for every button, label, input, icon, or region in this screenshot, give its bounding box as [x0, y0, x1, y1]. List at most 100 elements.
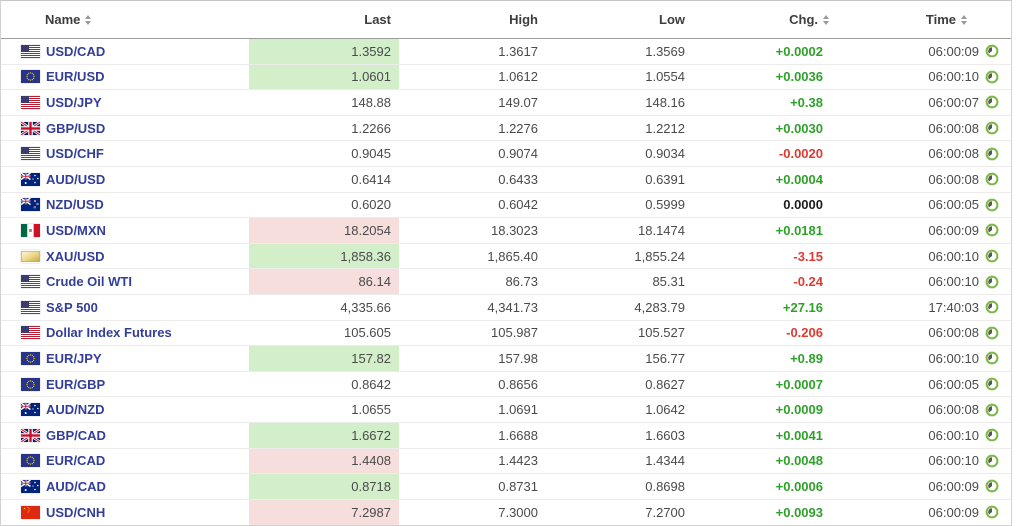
low-value: 85.31 [652, 274, 685, 290]
instrument-link[interactable]: Crude Oil WTI [46, 274, 132, 290]
table-row: AUD/NZD 1.0655 1.0691 1.0642 +0.0009 06:… [1, 397, 1011, 423]
column-label-chg: Chg. [789, 12, 818, 27]
change-value: +0.0036 [775, 69, 823, 85]
eu-flag [21, 377, 40, 391]
last-value: 4,335.66 [340, 299, 391, 315]
time-value: 06:00:05 [928, 376, 979, 392]
time-cell: 17:40:03 [836, 295, 1011, 320]
change-value: +0.38 [790, 94, 823, 110]
time-cell: 06:00:09 [836, 39, 1011, 64]
australia-flag [21, 172, 40, 186]
instrument-link[interactable]: XAU/USD [46, 248, 105, 264]
high-value: 105.987 [491, 325, 538, 341]
high-value: 18.3023 [491, 222, 538, 238]
low-value: 0.9034 [645, 146, 685, 162]
time-cell: 06:00:05 [836, 372, 1011, 397]
change-value: +0.0181 [775, 222, 823, 238]
instrument-link[interactable]: EUR/USD [46, 69, 105, 85]
low-value: 1.0642 [645, 402, 685, 418]
low-value: 0.5999 [645, 197, 685, 213]
column-label-last: Last [364, 12, 391, 27]
low-value: 148.16 [645, 94, 685, 110]
last-value: 148.88 [351, 94, 391, 110]
instrument-cell: Dollar Index Futures [1, 321, 249, 346]
change-value: +0.0093 [775, 504, 823, 520]
time-value: 06:00:08 [928, 146, 979, 162]
instrument-link[interactable]: EUR/CAD [46, 453, 106, 469]
instrument-link[interactable]: S&P 500 [46, 299, 98, 315]
clock-icon [985, 505, 999, 519]
mexico-flag [21, 223, 40, 237]
time-value: 06:00:10 [928, 427, 979, 443]
instrument-link[interactable]: USD/CNH [46, 504, 106, 520]
time-cell: 06:00:08 [836, 167, 1011, 192]
instrument-link[interactable]: NZD/USD [46, 197, 104, 213]
new-zealand-flag [21, 198, 40, 212]
low-value: 1.6603 [645, 427, 685, 443]
change-value: +0.89 [790, 350, 823, 366]
table-row: USD/CAD 1.3592 1.3617 1.3569 +0.0002 06:… [1, 39, 1011, 65]
clock-icon [985, 377, 999, 391]
us-flag [21, 147, 40, 161]
instrument-link[interactable]: AUD/USD [46, 171, 106, 187]
high-value: 1.2276 [498, 120, 538, 136]
instrument-link[interactable]: Dollar Index Futures [46, 325, 172, 341]
change-value: +0.0006 [775, 478, 823, 494]
instrument-link[interactable]: EUR/JPY [46, 350, 102, 366]
clock-icon [985, 70, 999, 84]
time-cell: 06:00:10 [836, 65, 1011, 90]
time-cell: 06:00:10 [836, 269, 1011, 294]
time-cell: 06:00:09 [836, 474, 1011, 499]
high-value: 1.0691 [498, 402, 538, 418]
instrument-link[interactable]: EUR/GBP [46, 376, 106, 392]
clock-icon [985, 275, 999, 289]
clock-icon [985, 249, 999, 263]
low-value: 105.527 [638, 325, 685, 341]
clock-icon [985, 454, 999, 468]
time-value: 06:00:09 [928, 43, 979, 59]
column-label-low: Low [659, 12, 685, 27]
china-flag [21, 505, 40, 519]
table-row: AUD/USD 0.6414 0.6433 0.6391 +0.0004 06:… [1, 167, 1011, 193]
column-header-name[interactable]: Name [1, 12, 249, 27]
change-value: +27.16 [782, 299, 823, 315]
clock-icon [985, 403, 999, 417]
instrument-cell: AUD/CAD [1, 474, 249, 499]
low-value: 0.8698 [645, 478, 685, 494]
last-value: 1.3592 [249, 39, 399, 64]
time-value: 06:00:10 [928, 350, 979, 366]
instrument-cell: USD/CNH [1, 500, 249, 526]
table-row: NZD/USD 0.6020 0.6042 0.5999 0.0000 06:0… [1, 193, 1011, 219]
table-row: GBP/USD 1.2266 1.2276 1.2212 +0.0030 06:… [1, 116, 1011, 142]
time-cell: 06:00:10 [836, 244, 1011, 269]
instrument-link[interactable]: GBP/CAD [46, 427, 106, 443]
instrument-link[interactable]: USD/CAD [46, 43, 106, 59]
eu-flag [21, 454, 40, 468]
time-cell: 06:00:10 [836, 346, 1011, 371]
sort-icon [961, 14, 967, 25]
instrument-link[interactable]: GBP/USD [46, 120, 106, 136]
last-value: 0.8718 [249, 474, 399, 499]
last-value: 157.82 [249, 346, 399, 371]
instrument-link[interactable]: USD/CHF [46, 146, 104, 162]
change-value: -0.24 [793, 274, 823, 290]
column-header-chg[interactable]: Chg. [693, 12, 836, 27]
clock-icon [985, 95, 999, 109]
time-value: 17:40:03 [928, 299, 979, 315]
high-value: 1.0612 [498, 69, 538, 85]
column-header-time[interactable]: Time [836, 12, 1011, 27]
instrument-link[interactable]: AUD/CAD [46, 478, 106, 494]
uk-flag [21, 121, 40, 135]
last-value: 105.605 [344, 325, 391, 341]
us-flag [21, 275, 40, 289]
eu-flag [21, 70, 40, 84]
instrument-link[interactable]: AUD/NZD [46, 402, 105, 418]
change-value: +0.0004 [775, 171, 823, 187]
change-value: +0.0030 [775, 120, 823, 136]
instrument-link[interactable]: USD/MXN [46, 222, 106, 238]
last-value: 1.6672 [249, 422, 399, 448]
low-value: 156.77 [645, 350, 685, 366]
low-value: 1,855.24 [634, 248, 685, 264]
instrument-link[interactable]: USD/JPY [46, 94, 102, 110]
last-value: 1.0655 [351, 402, 391, 418]
